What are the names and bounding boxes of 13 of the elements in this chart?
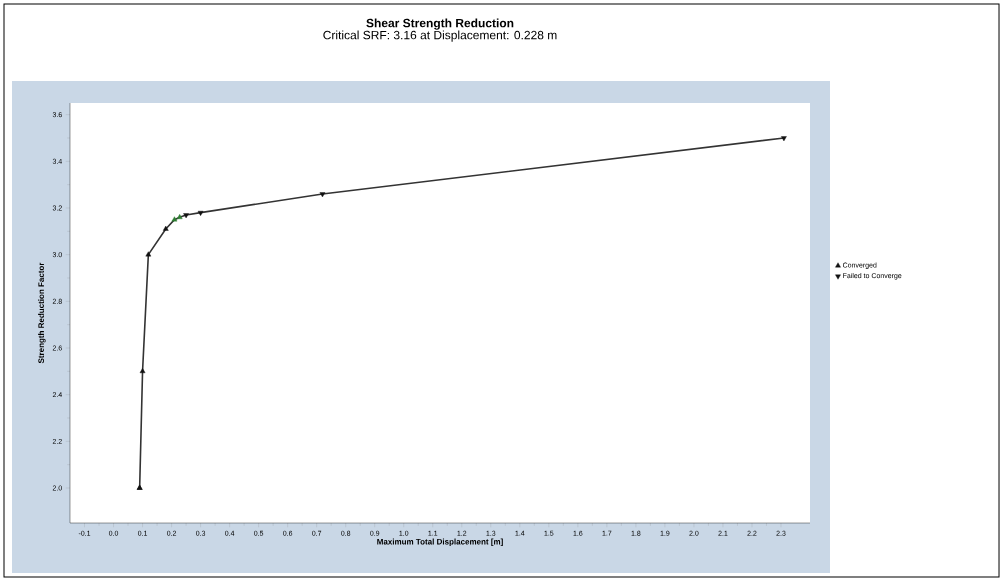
point (319, 192, 326, 198)
point (183, 213, 189, 219)
point (145, 251, 152, 257)
point (176, 214, 183, 220)
chart-subtitle: Critical SRF: 3.16 at Displacement: 0.228 m (323, 30, 557, 42)
point (197, 210, 204, 216)
point (162, 225, 169, 231)
chart-title: Shear Strength Reduction (366, 18, 514, 30)
point (139, 368, 146, 374)
point (781, 136, 787, 142)
y-axis-title: Strength Reduction Factor (38, 262, 46, 364)
x-axis-title: Maximum Total Displacement [m] (377, 538, 503, 547)
point (171, 216, 178, 222)
